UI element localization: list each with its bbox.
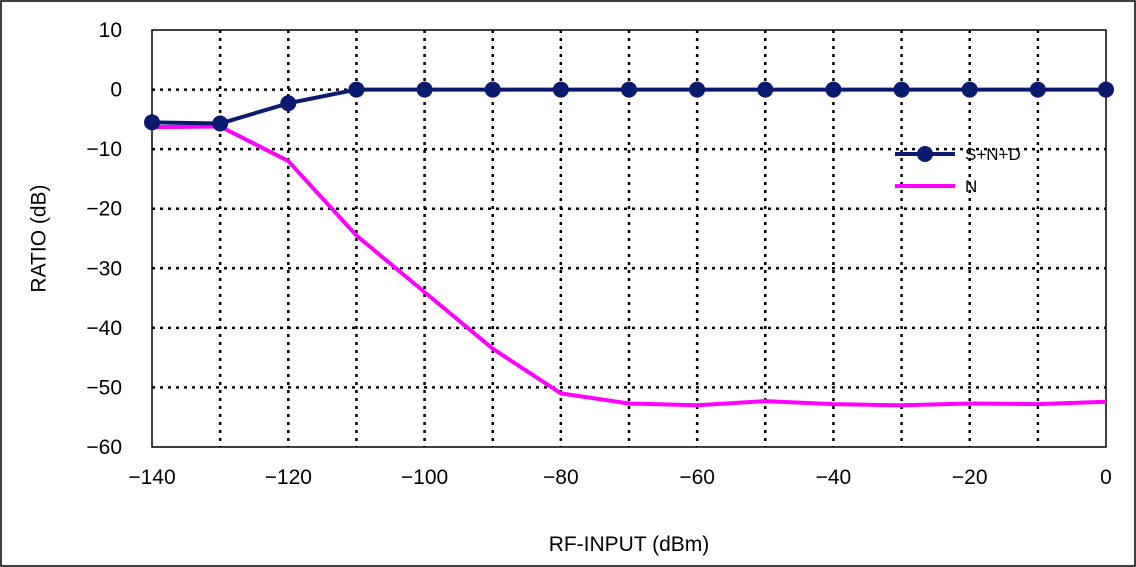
- legend-label: N: [965, 177, 977, 196]
- grid: [152, 30, 1106, 447]
- x-axis-title: RF-INPUT (dBm): [549, 533, 710, 556]
- x-tick-label: −20: [952, 466, 988, 489]
- data-point: [280, 95, 297, 112]
- y-axis-title: RATIO (dB): [28, 184, 51, 292]
- data-point: [893, 81, 910, 98]
- x-tick-label: −100: [401, 466, 448, 489]
- legend-marker: [917, 146, 933, 162]
- data-point: [621, 81, 637, 98]
- series-line-n: [151, 124, 1107, 408]
- data-point: [961, 81, 978, 98]
- legend: S+N+D N: [895, 145, 1021, 196]
- y-tick-label: −50: [86, 376, 122, 399]
- y-tick-label: 0: [110, 79, 122, 102]
- data-point: [825, 81, 842, 98]
- data-point: [416, 81, 433, 98]
- data-point: [212, 115, 229, 132]
- data-point: [689, 81, 706, 98]
- y-tick-label: −40: [86, 317, 122, 340]
- x-tick-label: −120: [265, 466, 312, 489]
- data-point: [144, 114, 160, 131]
- data-point: [348, 81, 365, 98]
- data-point: [757, 81, 774, 98]
- legend-label: S+N+D: [965, 145, 1021, 164]
- x-tick-label: −40: [816, 466, 852, 489]
- series-layer: [144, 81, 1114, 408]
- y-tick-label: 10: [99, 19, 122, 42]
- y-axis-ticks: 10 0 −10 −20 −30 −40 −50 −60: [86, 19, 122, 459]
- plot-area: [151, 29, 1107, 448]
- y-tick-label: −60: [86, 436, 122, 459]
- y-tick-label: −30: [86, 257, 122, 280]
- x-tick-label: −80: [543, 466, 579, 489]
- y-tick-label: −10: [86, 138, 122, 161]
- x-tick-label: −140: [128, 466, 175, 489]
- data-point: [1098, 81, 1114, 98]
- x-axis-ticks: −140 −120 −100 −80 −60 −40 −20 0: [128, 466, 1112, 489]
- x-tick-label: 0: [1100, 466, 1112, 489]
- x-tick-label: −60: [679, 466, 715, 489]
- data-point: [552, 81, 569, 98]
- data-point: [484, 81, 501, 98]
- y-tick-label: −20: [86, 198, 122, 221]
- data-point: [1029, 81, 1046, 98]
